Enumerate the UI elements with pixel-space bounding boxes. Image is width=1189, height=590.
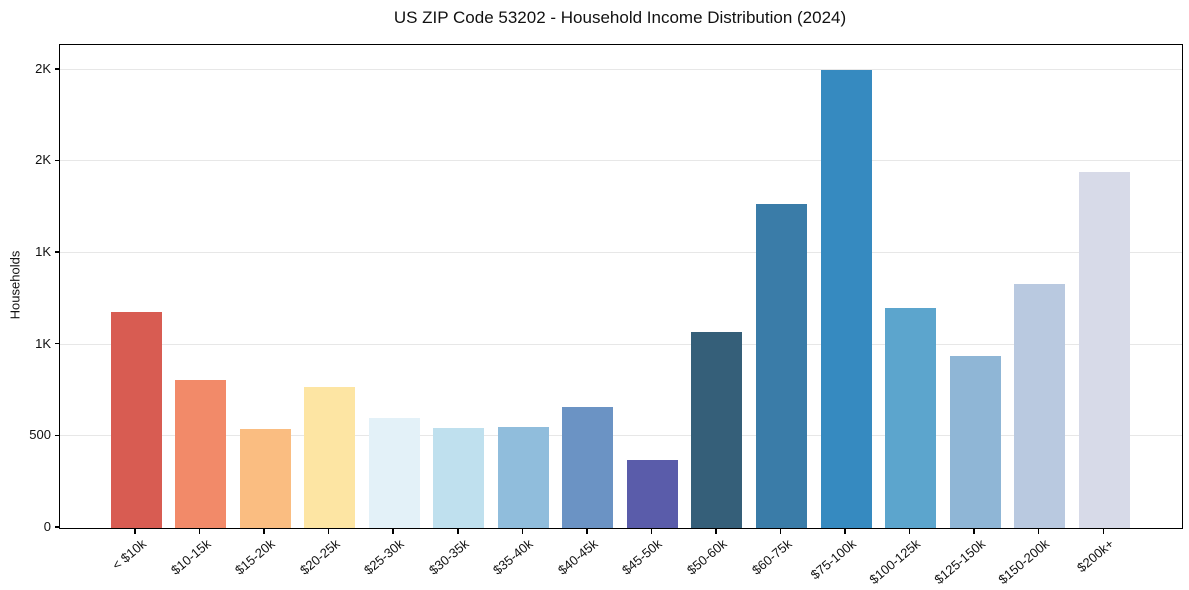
x-tick-mark bbox=[457, 528, 459, 534]
y-tick-label: 0 bbox=[43, 519, 51, 534]
x-tick-mark bbox=[327, 528, 330, 534]
bar bbox=[175, 379, 227, 528]
bar bbox=[497, 427, 549, 528]
x-tick-mark bbox=[263, 528, 265, 534]
y-tick-mark bbox=[55, 251, 60, 253]
x-tick-mark bbox=[779, 528, 782, 534]
x-tick-label: $15-20k bbox=[232, 536, 278, 578]
gridline bbox=[60, 68, 1182, 70]
bar bbox=[626, 460, 678, 528]
x-tick-mark bbox=[392, 528, 394, 534]
bar bbox=[820, 69, 872, 528]
x-tick-mark bbox=[908, 528, 911, 534]
bar bbox=[368, 418, 420, 528]
x-tick-label: $125-150k bbox=[931, 536, 988, 587]
x-tick-mark bbox=[973, 528, 975, 534]
bar bbox=[691, 331, 743, 528]
bar bbox=[1014, 284, 1066, 528]
bar bbox=[1078, 172, 1130, 528]
x-tick-label: $60-75k bbox=[748, 536, 795, 578]
x-tick-mark bbox=[1102, 528, 1104, 534]
x-tick-label: $200k+ bbox=[1074, 536, 1117, 576]
bar bbox=[756, 203, 807, 528]
x-tick-label: $25-30k bbox=[361, 536, 407, 578]
gridline bbox=[60, 252, 1182, 253]
gridline bbox=[60, 160, 1182, 162]
x-tick-label: $75-100k bbox=[807, 536, 859, 583]
x-tick-label: < $10k bbox=[108, 536, 149, 573]
y-tick-label: 1K bbox=[35, 244, 51, 259]
x-tick-label: $30-35k bbox=[425, 536, 472, 578]
x-tick-mark bbox=[134, 528, 136, 534]
x-tick-mark bbox=[715, 528, 717, 534]
x-tick-label: $10-15k bbox=[167, 536, 214, 578]
y-tick-label: 2K bbox=[35, 152, 51, 168]
x-tick-label: $100-125k bbox=[866, 536, 924, 587]
y-tick-mark bbox=[55, 68, 60, 70]
y-tick-label: 1K bbox=[35, 335, 51, 351]
bar bbox=[885, 308, 937, 528]
bar bbox=[110, 311, 162, 528]
x-tick-mark bbox=[1037, 528, 1040, 534]
y-tick-label: 500 bbox=[29, 427, 51, 443]
gridline bbox=[60, 435, 1182, 437]
x-tick-label: $35-40k bbox=[490, 536, 536, 578]
y-tick-mark bbox=[55, 434, 60, 437]
x-tick-mark bbox=[586, 528, 588, 534]
gridline bbox=[60, 343, 1182, 345]
x-tick-label: $45-50k bbox=[619, 536, 666, 578]
x-tick-mark bbox=[198, 528, 201, 534]
x-tick-label: $20-25k bbox=[296, 536, 343, 578]
y-tick-label: 2K bbox=[35, 60, 51, 76]
y-tick-mark bbox=[55, 526, 60, 528]
plot-area bbox=[59, 44, 1183, 529]
chart-title: US ZIP Code 53202 - Household Income Dis… bbox=[393, 8, 847, 27]
bar bbox=[562, 407, 614, 528]
bar bbox=[304, 386, 356, 528]
y-tick-mark bbox=[55, 342, 60, 345]
y-axis-label: Households bbox=[7, 250, 23, 320]
x-tick-label: $40-45k bbox=[554, 536, 601, 578]
bar bbox=[239, 429, 291, 528]
x-tick-label: $150-200k bbox=[995, 536, 1053, 587]
x-tick-label: $50-60k bbox=[683, 536, 730, 578]
x-tick-mark bbox=[844, 528, 846, 534]
bar bbox=[433, 428, 485, 528]
bar bbox=[949, 355, 1001, 528]
y-tick-mark bbox=[55, 159, 60, 162]
x-tick-mark bbox=[521, 528, 523, 534]
x-tick-mark bbox=[650, 528, 653, 534]
